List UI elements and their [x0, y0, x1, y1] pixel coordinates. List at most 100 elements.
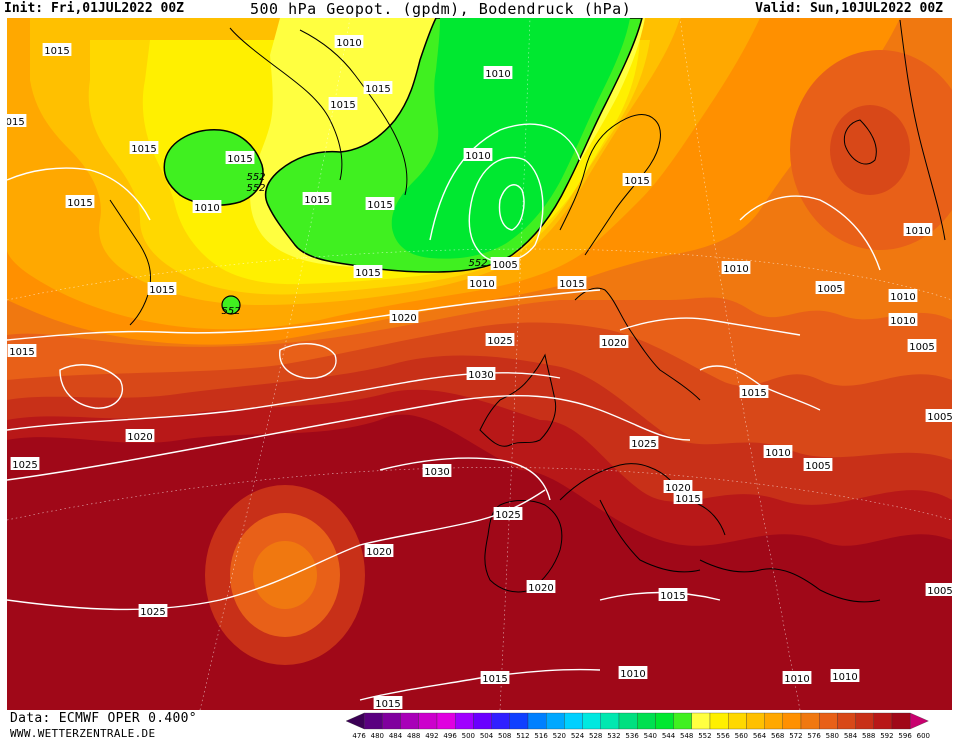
isobar-label: 1015 — [658, 588, 688, 602]
isobar-label-text: 1005 — [927, 412, 952, 423]
isobar-label-text: 1015 — [482, 674, 507, 685]
legend-swatch — [709, 712, 729, 730]
legend-tick-label: 584 — [844, 732, 858, 740]
isobar-label-text: 1015 — [675, 494, 700, 505]
legend-swatch — [364, 712, 383, 730]
legend-tick-label: 512 — [516, 732, 529, 740]
isobar-label-text: 1015 — [660, 591, 685, 602]
isobar-label-text: 1015 — [131, 144, 156, 155]
legend-swatch — [873, 712, 893, 730]
legend-tick-label: 596 — [898, 732, 912, 740]
coastlines — [109, 19, 946, 603]
legend-tick-label: 536 — [625, 732, 639, 740]
legend-tick-label: 500 — [462, 732, 475, 740]
isobar-label-text: 1010 — [765, 448, 790, 459]
legend-tick-label: 576 — [807, 732, 821, 740]
isobar-label: 1010 — [618, 666, 648, 680]
isobar-label-text: 1015 — [330, 100, 355, 111]
isobar-label-text: 1015 — [9, 347, 34, 358]
isobar-label: 1015 — [225, 151, 255, 165]
isobar-label-text: 1005 — [817, 284, 842, 295]
legend-swatch — [655, 712, 674, 730]
isobar-label-text: 1020 — [127, 432, 152, 443]
isobar-label-text: 1005 — [927, 586, 952, 597]
legend-swatch — [746, 712, 765, 730]
legend-swatch — [855, 712, 874, 730]
field-548-b — [163, 129, 264, 206]
legend-ticks: 476 480 484 488 492 496 500 504 508 512 516 520 524 5… — [352, 732, 930, 740]
isobar-label-text: 1025 — [140, 607, 165, 618]
isobar-label: 1010 — [888, 289, 918, 303]
isobar-label: 1020 — [526, 580, 556, 594]
isobar-label: 1025 — [138, 604, 168, 618]
weather-map[interactable]: 1015 1010 1010 1015 1015 1015 1015 1015 1010 1015… — [7, 18, 952, 710]
legend-swatch — [564, 712, 583, 730]
legend-swatch — [418, 712, 438, 730]
isobar-label: 1025 — [10, 457, 40, 471]
isobar-label: 1010 — [888, 313, 918, 327]
isobar-label: 1015 — [42, 43, 72, 57]
legend-swatch — [455, 712, 474, 730]
legend-swatch — [473, 712, 492, 730]
isobar-label-text: 1025 — [495, 510, 520, 521]
isobar-label-text: 1005 — [492, 260, 517, 271]
legend-tick-label: 544 — [662, 732, 676, 740]
website: WWW.WETTERZENTRALE.DE — [10, 727, 156, 740]
isobar-label-text: 1010 — [469, 279, 494, 290]
map-title: 500 hPa Geopot. (gpdm), Bodendruck (hPa) — [250, 0, 632, 18]
legend-tick-label: 496 — [443, 732, 457, 740]
legend-swatch — [637, 712, 656, 730]
legend-swatch — [436, 712, 456, 730]
field-544 — [391, 18, 630, 259]
field-warm-core-3 — [253, 541, 317, 609]
isobar-label-text: 1010 — [465, 151, 490, 162]
legend-tick-label: 524 — [571, 732, 585, 740]
isobar-label: 1015 — [328, 97, 358, 111]
isobar-label-text: 1020 — [391, 313, 416, 324]
legend-tick-label: 540 — [644, 732, 657, 740]
legend-swatch — [546, 712, 565, 730]
isobar-label: 1015 — [480, 671, 510, 685]
isobar-label: 1010 — [721, 261, 751, 275]
isobar-label: 1010 — [903, 223, 933, 237]
isobar-label: 1005 — [925, 583, 952, 597]
isobar-label: 1015 — [147, 282, 177, 296]
legend-tick-label: 556 — [716, 732, 730, 740]
legend-tick-label: 508 — [498, 732, 511, 740]
isobar-label-text: 1010 — [723, 264, 748, 275]
geopotential-label: 552 — [468, 258, 487, 269]
isobar-label: 1020 — [125, 429, 155, 443]
isobar-label-text: 1030 — [468, 370, 493, 381]
isobar-label-text: 1015 — [741, 388, 766, 399]
isobar-label: 1015 — [353, 265, 383, 279]
isobar-label: 1025 — [629, 436, 659, 450]
legend-tick-label: 592 — [880, 732, 893, 740]
isobar-label-text: 1005 — [909, 342, 934, 353]
isobar-label: 1015 — [129, 141, 159, 155]
isobar-label: 1020 — [389, 310, 419, 324]
isobar-label-text: 1015 — [67, 198, 92, 209]
isobar-label-text: 1015 — [559, 279, 584, 290]
legend-tick-label: 520 — [553, 732, 566, 740]
legend-swatch — [891, 712, 911, 730]
isobar-label-text: 1025 — [631, 439, 656, 450]
data-source: Data: ECMWF OPER 0.400° — [10, 711, 197, 726]
isobar-label-text: 1010 — [905, 226, 930, 237]
field-552-cell — [221, 295, 241, 315]
isobar-label-text: 1030 — [424, 467, 449, 478]
legend-tick-label: 564 — [753, 732, 767, 740]
isobar-label: 1015 — [365, 197, 395, 211]
isobar-label: 1020 — [663, 480, 693, 494]
isobar-label: 1010 — [463, 148, 493, 162]
isobar-label-text: 1010 — [485, 69, 510, 80]
isobar-label-text: 1025 — [12, 460, 37, 471]
isobar-label: 1010 — [782, 671, 812, 685]
legend-swatch — [618, 712, 638, 730]
isobar-label-text: 1020 — [528, 583, 553, 594]
legend-swatch — [782, 712, 802, 730]
map-header: Init: Fri,01JUL2022 00Z 500 hPa Geopot. … — [0, 0, 959, 18]
isobar-label: 1005 — [815, 281, 845, 295]
legend-tick-label: 572 — [789, 732, 802, 740]
legend-swatch — [673, 712, 692, 730]
